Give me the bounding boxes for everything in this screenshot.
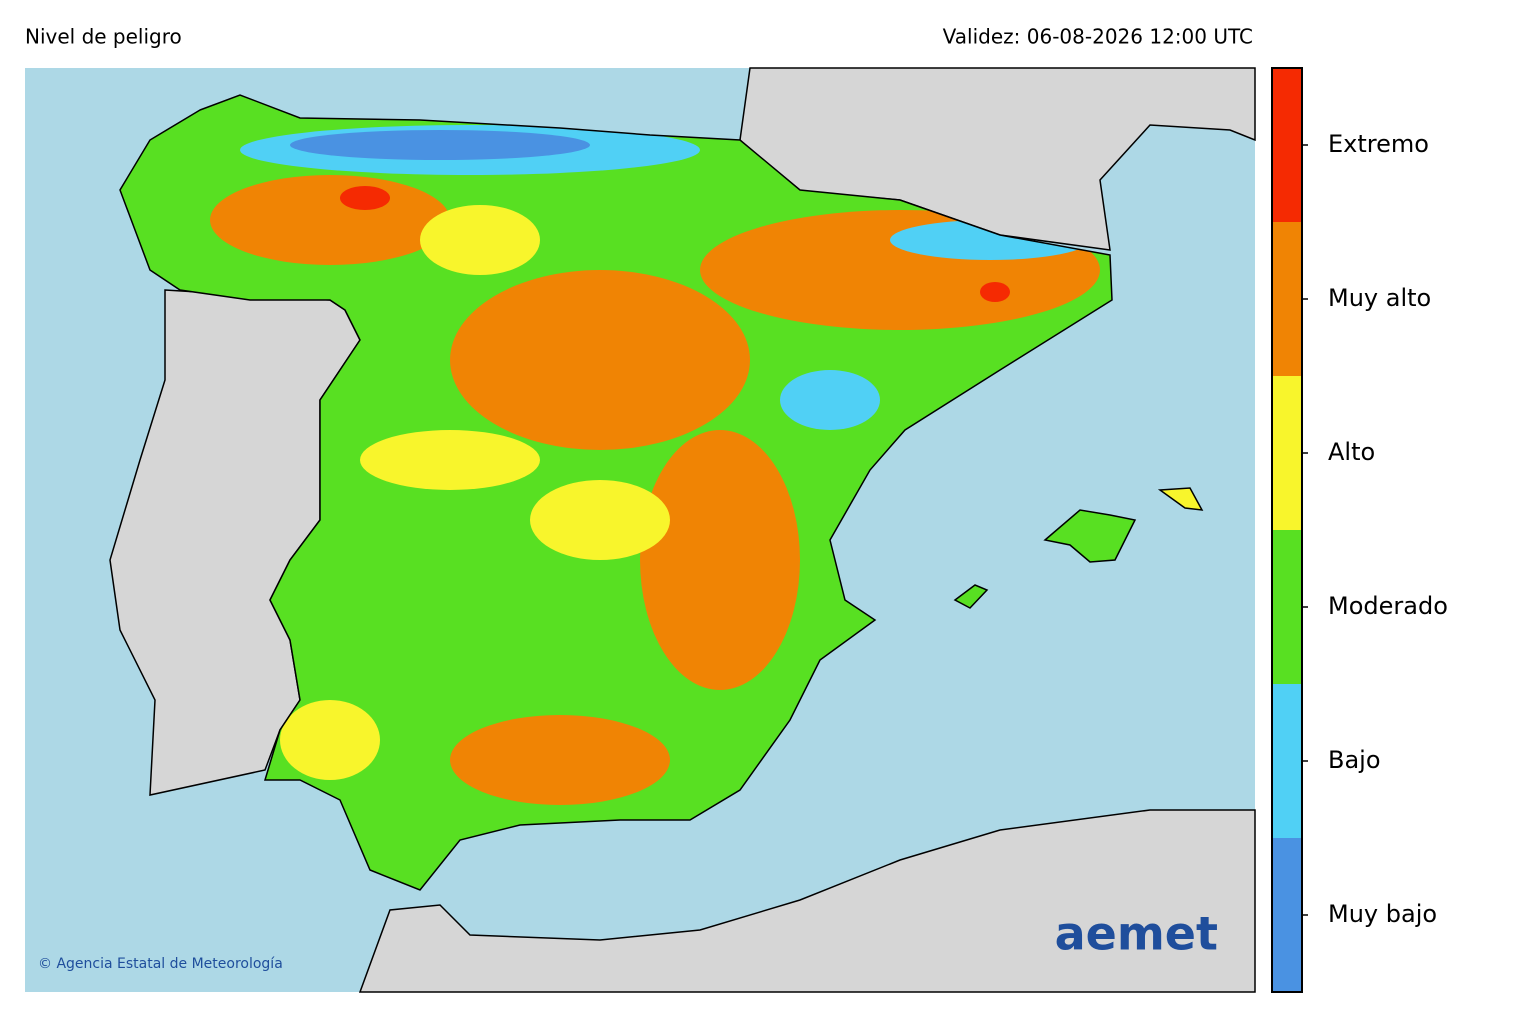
zone-very-low [290,130,590,160]
validity: Validez: 06-08-2026 12:00 UTC [943,25,1253,49]
spain-outline [119,94,1113,891]
legend-label: Muy bajo [1328,900,1437,928]
legend-label: Extremo [1328,130,1429,158]
map: aemet © Agencia Estatal de Meteorología [25,67,1256,993]
legend-swatch [1272,68,1302,222]
legend-swatch [1272,376,1302,530]
zone-low [780,370,880,430]
zone-very-high [450,270,750,450]
zone-extreme [340,186,390,210]
legend: Muy bajo Bajo Moderado Alto Muy alto Extremo [1271,67,1448,993]
legend-swatch [1272,222,1302,376]
legend-swatch [1272,530,1302,684]
legend-label: Alto [1328,438,1375,466]
zone-very-high [640,430,800,690]
legend-label: Moderado [1328,592,1448,620]
credit: © Agencia Estatal de Meteorología [38,956,283,972]
zone-high [420,205,540,275]
legend-frame [1271,67,1303,993]
legend-label: Bajo [1328,746,1381,774]
mallorca [1043,509,1137,563]
legend-swatch [1272,838,1302,992]
legend-label: Muy alto [1328,284,1431,312]
zone-high [360,430,540,490]
menorca [1157,487,1204,511]
legend-swatch [1272,684,1302,838]
zone-very-high [210,175,450,265]
ibiza [953,584,989,609]
zone-extreme [980,282,1010,302]
zone-high [530,480,670,560]
map-title: Nivel de peligro [25,25,182,49]
africa [358,809,1256,993]
zone-very-high [450,715,670,805]
logo: aemet [1055,907,1218,961]
zone-high [280,700,380,780]
